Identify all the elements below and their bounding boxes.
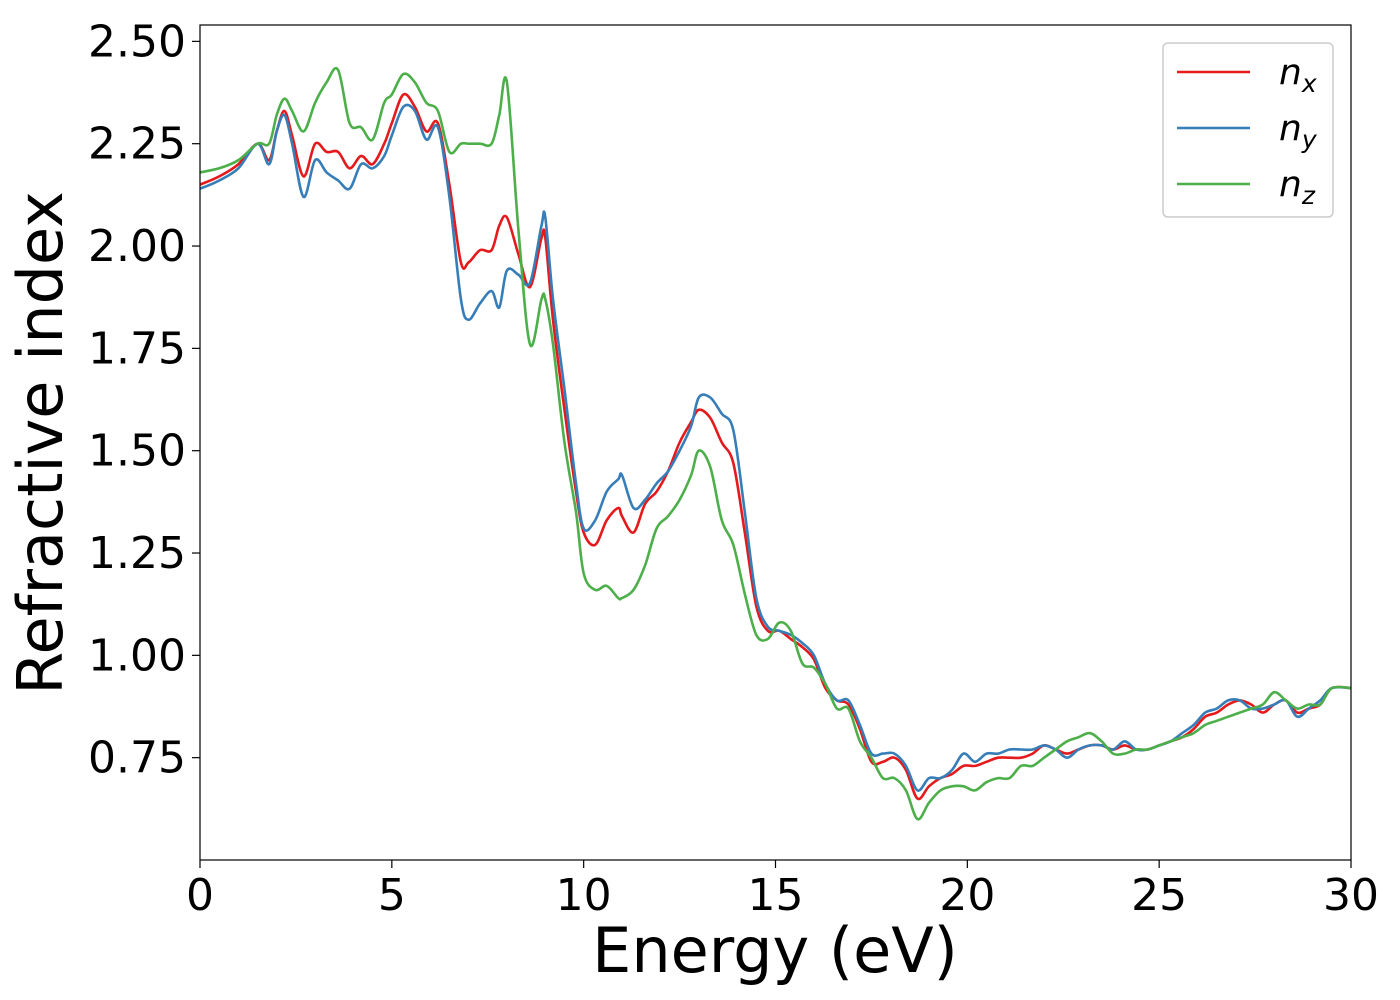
y-tick-label: 2.25 [88,119,186,170]
x-tick-label: 5 [378,870,406,921]
y-tick-label: 1.00 [88,630,186,681]
y-axis-label: Refractive index [4,191,77,695]
x-axis-label: Energy (eV) [592,914,958,987]
legend-label-y: ny [1279,108,1318,154]
y-tick-label: 2.50 [88,16,186,67]
legend-label-subscript: z [1301,181,1316,210]
x-tick-label: 30 [1323,870,1379,921]
y-tick-label: 1.50 [88,426,186,477]
legend-label-subscript: y [1301,125,1318,154]
legend-label-base: n [1279,164,1302,205]
y-tick-label: 1.25 [88,528,186,579]
x-tick-label: 10 [556,870,612,921]
legend-label-x: nx [1279,52,1317,98]
legend-label-z: nz [1279,164,1316,210]
series-line-z [200,66,1351,821]
x-tick-label: 15 [748,870,804,921]
x-tick-label: 0 [186,870,214,921]
legend-frame [1162,42,1334,218]
x-tick-label: 20 [939,870,995,921]
legend-label-subscript: x [1301,69,1317,98]
x-axis: 0 5 10 15 20 25 30 [186,860,1379,921]
x-tick-label: 25 [1131,870,1187,921]
y-tick-label: 0.75 [88,733,186,784]
legend-label-base: n [1279,108,1302,149]
series-layer [200,66,1351,821]
y-tick-label: 2.00 [88,221,186,272]
y-tick-label: 1.75 [88,323,186,374]
legend-label-base: n [1279,52,1302,93]
y-axis: 0.75 1.00 1.25 1.50 1.75 2.00 2.25 2.50 [88,16,200,784]
